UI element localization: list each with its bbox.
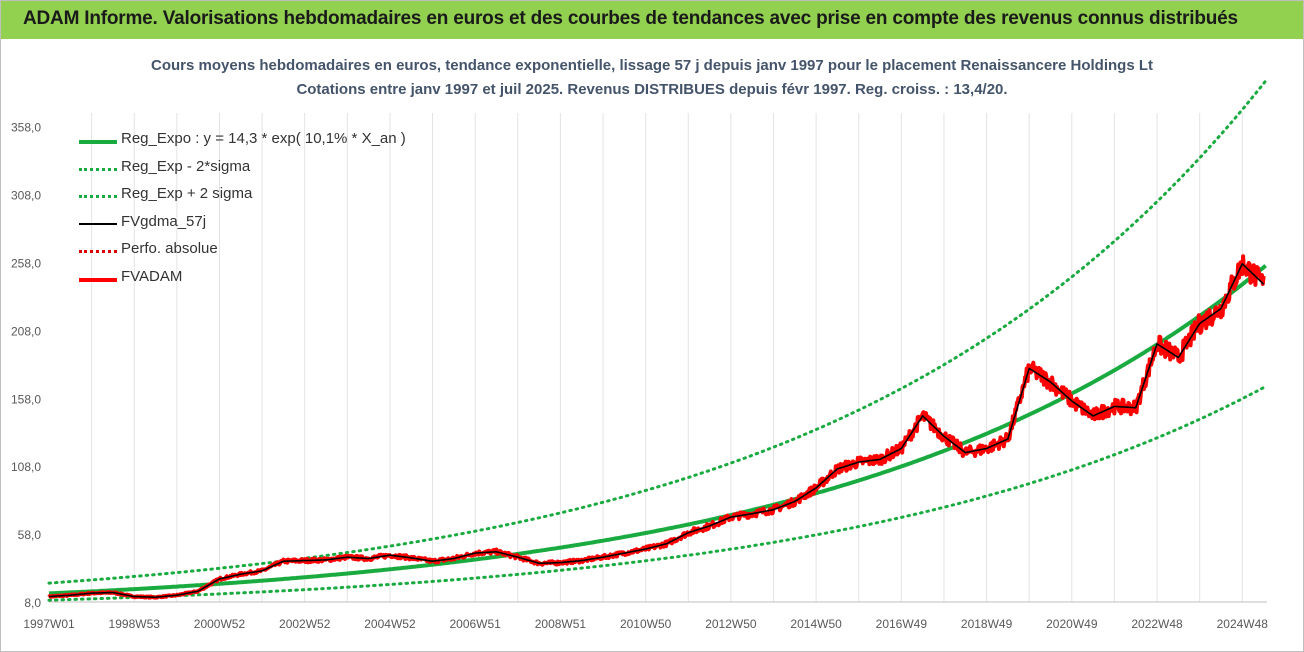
y-tick-label: 108,0: [11, 460, 41, 474]
x-tick-label: 2008W51: [535, 617, 587, 631]
banner-title: ADAM Informe. Valorisations hebdomadaire…: [23, 8, 1238, 29]
legend-swatch: [79, 195, 117, 198]
legend-label: Reg_Exp - 2*sigma: [121, 157, 251, 175]
legend-swatch: [79, 222, 117, 225]
y-tick-label: 8,0: [24, 596, 41, 610]
x-tick-label: 2016W49: [876, 617, 928, 631]
x-tick-label: 2006W51: [449, 617, 501, 631]
x-tick-label: 2012W50: [705, 617, 757, 631]
x-tick-label: 2010W50: [620, 617, 672, 631]
x-tick-label: 2004W52: [364, 617, 416, 631]
series-line: [47, 385, 1268, 602]
series-line: [47, 79, 1268, 585]
header-banner: ADAM Informe. Valorisations hebdomadaire…: [1, 1, 1303, 39]
y-tick-label: 208,0: [11, 324, 41, 338]
x-tick-label: 2014W50: [790, 617, 842, 631]
legend-label: Reg_Expo : y = 14,3 * exp( 10,1% * X_an …: [121, 130, 406, 147]
legend-label: Reg_Exp + 2 sigma: [121, 185, 253, 202]
x-tick-label: 1997W01: [23, 617, 75, 631]
x-tick-label: 2000W52: [194, 617, 246, 631]
y-tick-label: 358,0: [11, 121, 41, 135]
legend-label: Perfo. absolue: [121, 240, 218, 257]
chart-subtitle: Cotations entre janv 1997 et juil 2025. …: [296, 81, 1008, 98]
y-tick-label: 308,0: [11, 189, 41, 203]
y-tick-label: 158,0: [11, 392, 41, 406]
y-tick-label: 58,0: [18, 528, 42, 542]
x-tick-label: 1998W53: [109, 617, 161, 631]
legend-label: FVADAM: [121, 267, 183, 285]
x-tick-label: 2020W49: [1046, 617, 1098, 631]
y-tick-label: 258,0: [11, 256, 41, 270]
x-tick-label: 2024W48: [1217, 617, 1269, 631]
legend-swatch: [79, 250, 117, 253]
x-tick-label: 2022W48: [1131, 617, 1183, 631]
legend-swatch: [79, 140, 117, 144]
x-tick-label: 2002W52: [279, 617, 331, 631]
legend-label: FVgdma_57j: [121, 212, 207, 230]
legend-swatch: [79, 167, 117, 171]
chart-title: Cours moyens hebdomadaires en euros, ten…: [151, 57, 1153, 74]
series-line: [48, 263, 1265, 598]
x-tick-label: 2018W49: [961, 617, 1013, 631]
legend-swatch: [79, 277, 117, 282]
